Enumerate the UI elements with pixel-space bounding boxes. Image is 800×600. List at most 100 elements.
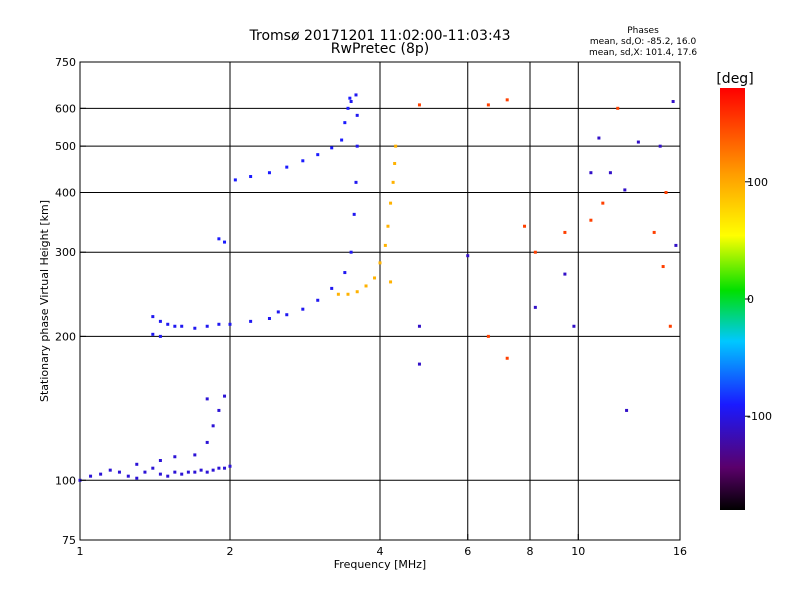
data-point	[89, 474, 93, 478]
data-point	[173, 324, 177, 328]
data-point	[364, 284, 368, 288]
data-point	[349, 250, 353, 254]
data-point	[668, 324, 672, 328]
data-point	[661, 265, 665, 269]
chart-subtitle: RwPretec (8p)	[331, 41, 429, 57]
data-point	[354, 93, 358, 97]
data-point	[330, 286, 334, 290]
data-point	[143, 470, 147, 474]
data-point	[616, 106, 620, 110]
y-axis-ticks: 75 100 200 300 400 500 600 750	[55, 56, 86, 547]
data-point	[249, 319, 253, 323]
colorbar-gradient	[720, 88, 745, 510]
data-point	[180, 472, 184, 476]
data-point	[391, 180, 395, 184]
data-point	[349, 100, 353, 104]
data-point	[135, 462, 139, 466]
data-point	[211, 424, 215, 428]
data-point	[233, 178, 237, 182]
data-point	[285, 313, 289, 317]
data-point	[373, 276, 377, 280]
data-point	[343, 271, 347, 275]
data-point	[563, 272, 567, 276]
data-point	[217, 322, 221, 326]
data-point	[533, 305, 537, 309]
data-point	[193, 326, 197, 330]
data-point	[316, 298, 320, 302]
data-point	[417, 324, 421, 328]
data-point	[352, 212, 356, 216]
stats-heading: Phases	[627, 26, 659, 36]
data-point	[664, 190, 668, 194]
data-point	[601, 201, 605, 205]
data-point	[389, 201, 393, 205]
data-point	[223, 394, 227, 398]
data-point	[276, 310, 280, 314]
x-tick-label: 2	[227, 545, 234, 558]
data-point	[228, 464, 232, 468]
data-point	[572, 324, 576, 328]
data-point	[355, 113, 359, 117]
data-point	[267, 316, 271, 320]
y-tick-label: 750	[55, 56, 76, 69]
y-tick-label: 400	[55, 186, 76, 199]
data-point	[151, 466, 155, 470]
data-point	[217, 237, 221, 241]
data-point	[173, 455, 177, 459]
data-point	[158, 319, 162, 323]
data-point	[466, 254, 470, 258]
data-point	[158, 458, 162, 462]
data-point	[135, 476, 139, 480]
data-point	[249, 175, 253, 179]
data-point	[386, 224, 390, 228]
x-tick-label: 8	[527, 545, 534, 558]
data-point	[523, 224, 527, 228]
data-point	[563, 230, 567, 234]
chart-title: Tromsø 20171201 11:02:00-11:03:43	[249, 28, 511, 44]
data-point	[389, 280, 393, 284]
colorbar-ticks: 100 0 -100	[745, 176, 772, 423]
data-points	[78, 93, 678, 482]
data-point	[417, 362, 421, 366]
colorbar: [deg] 100 0 -100	[716, 71, 772, 510]
data-point	[117, 470, 121, 474]
data-point	[211, 468, 215, 472]
data-point	[173, 470, 177, 474]
y-tick-label: 500	[55, 140, 76, 153]
data-point	[597, 136, 601, 140]
grid-lines	[80, 62, 680, 540]
data-point	[330, 146, 334, 150]
x-tick-label: 4	[377, 545, 384, 558]
x-axis-label: Frequency [MHz]	[334, 558, 426, 571]
data-point	[636, 140, 640, 144]
data-point	[625, 408, 629, 412]
data-point	[180, 324, 184, 328]
data-point	[205, 470, 209, 474]
data-point	[301, 159, 305, 163]
plot-area: 1 2 4 6 8 10 16 75 100 200 300 400 500 600 750	[55, 56, 687, 558]
data-point	[393, 161, 397, 165]
data-point	[343, 121, 347, 125]
colorbar-tick-label: -100	[747, 410, 772, 423]
data-point	[652, 230, 656, 234]
x-tick-label: 6	[464, 545, 471, 558]
data-point	[158, 334, 162, 338]
y-tick-label: 100	[55, 474, 76, 487]
data-point	[486, 334, 490, 338]
data-point	[417, 103, 421, 107]
data-point	[301, 307, 305, 311]
data-point	[674, 243, 678, 247]
data-point	[316, 153, 320, 157]
data-point	[355, 290, 359, 294]
data-point	[193, 470, 197, 474]
data-point	[336, 292, 340, 296]
colorbar-tick-label: 100	[747, 176, 768, 189]
data-point	[223, 240, 227, 244]
data-point	[340, 138, 344, 142]
data-point	[205, 324, 209, 328]
data-point	[589, 171, 593, 175]
data-point	[486, 103, 490, 107]
data-point	[589, 218, 593, 222]
data-point	[228, 322, 232, 326]
